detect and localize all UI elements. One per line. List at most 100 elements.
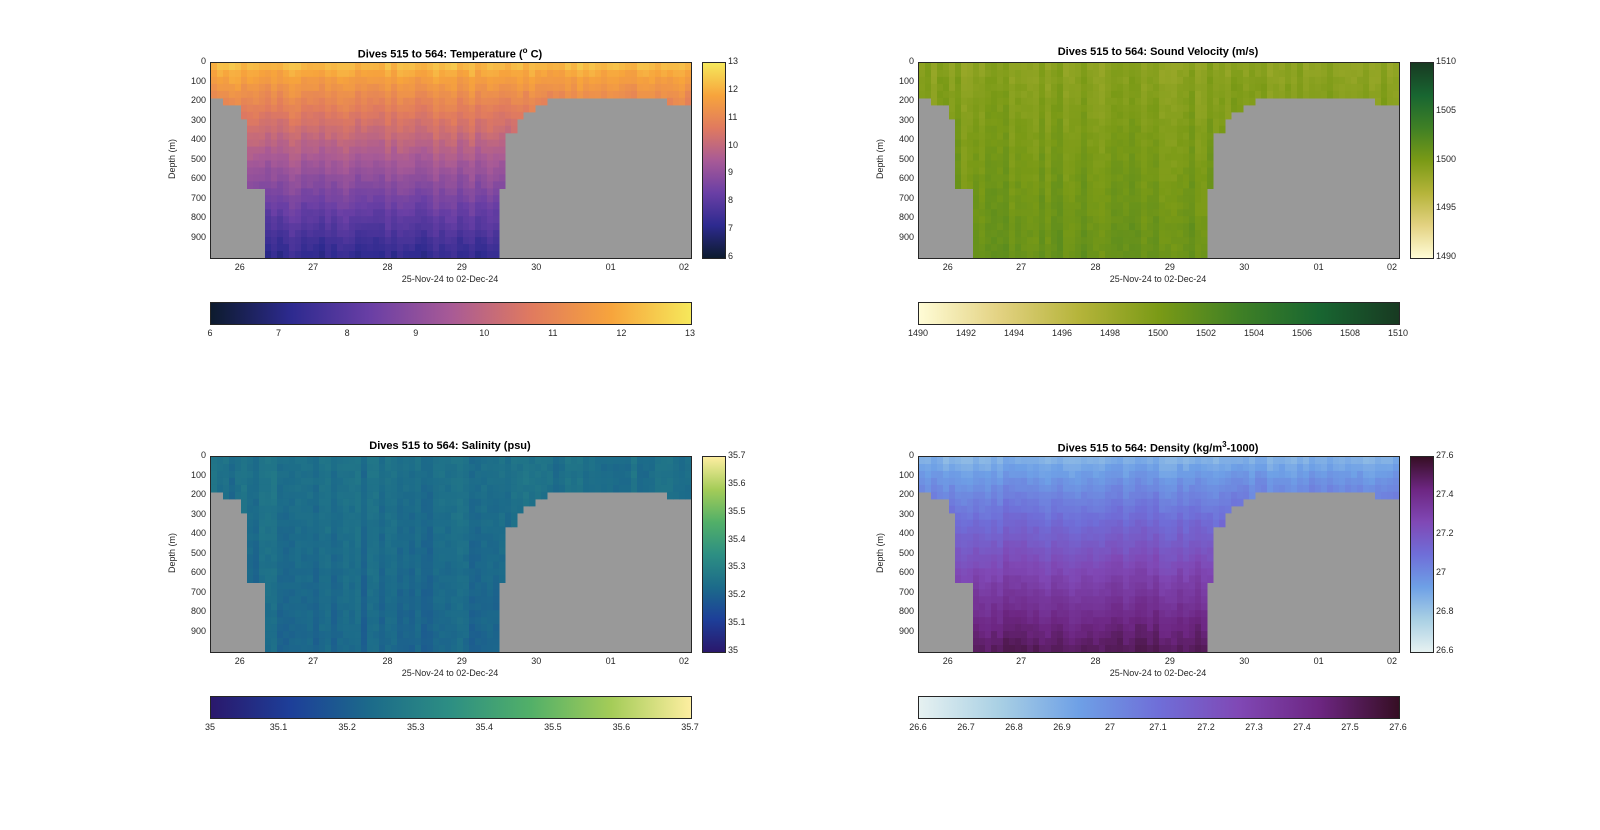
heatmap-cell — [925, 470, 932, 479]
heatmap-cell — [943, 90, 950, 99]
heatmap-cell — [1309, 83, 1316, 92]
heatmap-cell — [1375, 76, 1382, 85]
heatmap-cell — [559, 484, 566, 493]
heatmap-cell — [1237, 104, 1244, 113]
heatmap-cell — [427, 596, 434, 604]
heatmap-cell — [343, 216, 350, 224]
heatmap-cell — [1003, 554, 1010, 563]
heatmap-cell — [985, 589, 992, 597]
heatmap-cell — [367, 457, 374, 465]
heatmap-cell — [415, 70, 422, 78]
heatmap-cell — [1207, 160, 1214, 169]
heatmap-cell — [1195, 76, 1202, 85]
heatmap-cell — [997, 470, 1004, 479]
heatmap-cell — [451, 181, 458, 189]
heatmap-cell — [973, 645, 980, 652]
heatmap-cell — [955, 477, 962, 486]
heatmap-cell — [433, 125, 440, 134]
heatmap-cell — [571, 83, 578, 92]
heatmap-cell — [451, 582, 458, 590]
heatmap-cell — [535, 70, 542, 78]
heatmap-cell — [337, 251, 344, 258]
heatmap-cell — [373, 457, 380, 465]
heatmap-cell — [1141, 111, 1148, 120]
heatmap-cell — [475, 617, 482, 625]
heatmap-cell — [1051, 153, 1058, 162]
heatmap-cell — [511, 76, 518, 85]
heatmap-cell — [997, 582, 1004, 590]
heatmap-cell — [493, 237, 500, 245]
heatmap-cell — [1093, 547, 1100, 556]
heatmap-cell — [1009, 132, 1016, 141]
heatmap-cell — [1129, 139, 1136, 148]
heatmap-cell — [475, 603, 482, 611]
heatmap-cell — [637, 70, 644, 78]
heatmap-cell — [433, 118, 440, 127]
heatmap-cell — [493, 477, 500, 486]
heatmap-cell — [337, 160, 344, 169]
heatmap-cell — [487, 146, 494, 155]
heatmap-cell — [307, 139, 314, 148]
heatmap-cell — [439, 512, 446, 521]
heatmap-cell — [391, 568, 398, 576]
heatmap-cell — [1141, 160, 1148, 169]
heatmap-cell — [445, 457, 452, 465]
heatmap-cell — [469, 638, 476, 646]
heatmap-cell — [469, 547, 476, 556]
heatmap-cell — [1333, 63, 1340, 71]
heatmap-cell — [217, 83, 224, 92]
heatmap-cell — [1147, 76, 1154, 85]
heatmap-cell — [565, 477, 572, 486]
heatmap-cell — [1297, 83, 1304, 92]
heatmap-cell — [349, 125, 356, 134]
heatmap-cell — [457, 209, 464, 217]
heatmap-cell — [1021, 195, 1028, 203]
heatmap-cell — [1069, 118, 1076, 127]
heatmap-cell — [1099, 160, 1106, 169]
heatmap-cell — [511, 498, 518, 507]
heatmap-cell — [1135, 111, 1142, 120]
y-tick-label: 600 — [190, 173, 206, 183]
heatmap-cell — [961, 568, 968, 576]
heatmap-cell — [991, 146, 998, 155]
heatmap-cell — [373, 505, 380, 514]
heatmap-cell — [1063, 167, 1070, 176]
heatmap-cell — [991, 209, 998, 217]
heatmap-cell — [397, 575, 404, 583]
x-tick-label: 29 — [456, 656, 467, 666]
heatmap-cell — [367, 70, 374, 78]
heatmap-cell — [343, 70, 350, 78]
heatmap-cell — [259, 540, 266, 549]
heatmap-cell — [577, 70, 584, 78]
heatmap-cell — [247, 498, 254, 507]
heatmap-cell — [991, 505, 998, 514]
heatmap-cell — [283, 568, 290, 576]
heatmap-cell — [361, 540, 368, 549]
heatmap-cell — [1069, 568, 1076, 576]
heatmap-cell — [1153, 90, 1160, 99]
heatmap-cell — [445, 237, 452, 245]
heatmap-cell — [1045, 617, 1052, 625]
heatmap-cell — [457, 118, 464, 127]
heatmap-cell — [403, 76, 410, 85]
heatmap-cell — [991, 477, 998, 486]
heatmap-cell — [391, 526, 398, 535]
heatmap-cell — [433, 470, 440, 479]
heatmap-cell — [259, 464, 266, 472]
heatmap-cell — [499, 111, 506, 120]
heatmap-cell — [367, 610, 374, 618]
heatmap-cell — [343, 464, 350, 472]
heatmap-cell — [481, 519, 488, 528]
heatmap-cell — [397, 617, 404, 625]
heatmap-cell — [997, 498, 1004, 507]
heatmap-cell — [1003, 477, 1010, 486]
heatmap-cell — [259, 70, 266, 78]
heatmap-cell — [469, 216, 476, 224]
heatmap-cell — [1009, 70, 1016, 78]
heatmap-cell — [319, 547, 326, 556]
heatmap-cell — [343, 526, 350, 535]
heatmap-cell — [553, 90, 560, 99]
heatmap-cell — [1093, 202, 1100, 210]
heatmap-cell — [1105, 498, 1112, 507]
heatmap-cell — [397, 118, 404, 127]
